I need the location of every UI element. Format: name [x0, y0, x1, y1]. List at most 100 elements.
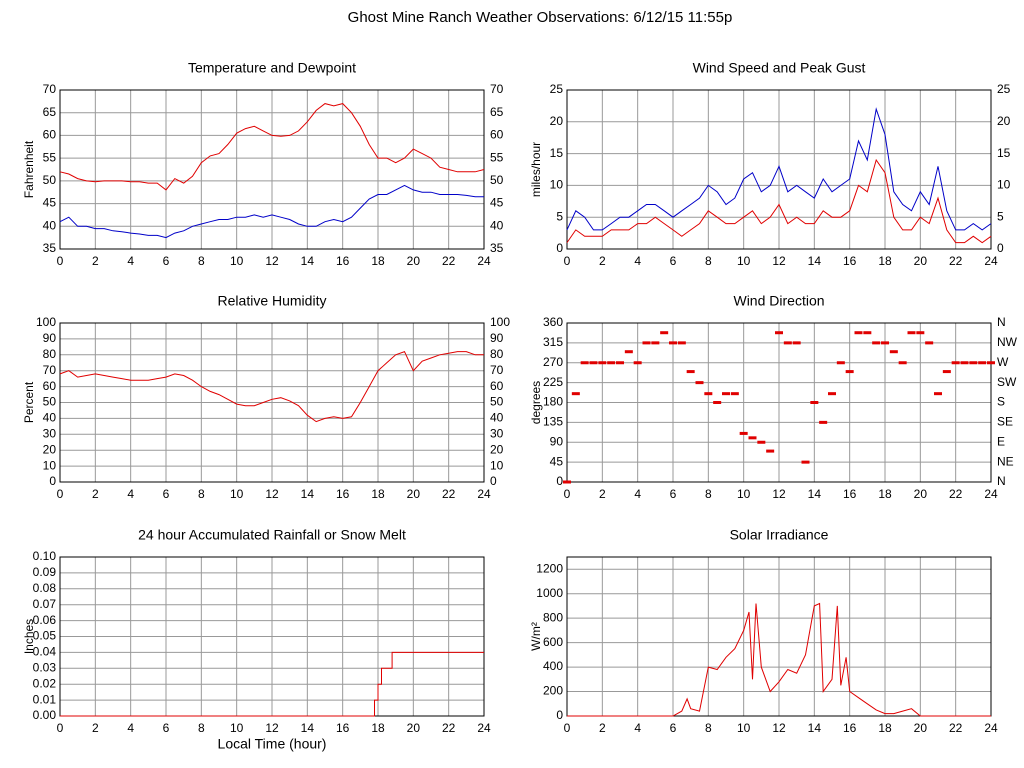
y-tick-label: 50: [43, 395, 57, 409]
x-tick-label: 16: [843, 487, 857, 501]
data-point: [872, 341, 881, 345]
data-point: [810, 401, 819, 404]
x-tick-label: 16: [843, 721, 857, 735]
data-point: [704, 392, 713, 396]
x-tick-label: 6: [670, 487, 677, 501]
x-tick-label: 12: [265, 487, 279, 501]
y-tick-label-right: 60: [490, 379, 504, 393]
data-line: [567, 602, 991, 717]
x-tick-label: 14: [808, 487, 822, 501]
y-tick-label-right: 65: [490, 105, 504, 119]
data-point: [677, 341, 686, 345]
chart-title: Relative Humidity: [218, 293, 327, 309]
y2-tick-label: W: [997, 355, 1009, 369]
data-point: [695, 381, 704, 385]
x-tick-label: 20: [914, 721, 928, 735]
x-tick-label: 8: [198, 721, 205, 735]
data-point: [651, 341, 660, 345]
x-tick-label: 2: [92, 721, 99, 735]
y2-tick-label: SW: [997, 375, 1017, 389]
y-tick-label: 50: [43, 173, 57, 187]
data-point: [686, 370, 695, 374]
y-tick-label-right: 50: [490, 173, 504, 187]
x-tick-label: 12: [265, 721, 279, 735]
y-tick-label: 0.01: [33, 692, 57, 706]
y-tick-label-right: 25: [997, 82, 1011, 96]
x-tick-label: 0: [57, 254, 64, 268]
chart-title: Temperature and Dewpoint: [188, 60, 356, 76]
y-tick-label-right: 70: [490, 82, 504, 96]
y2-tick-label: E: [997, 434, 1005, 448]
x-tick-label: 18: [371, 721, 385, 735]
y-tick-label: 0.10: [33, 549, 57, 563]
y-axis-label: W/m²: [529, 622, 543, 651]
y-tick-label: 70: [43, 82, 57, 96]
page-title: Ghost Mine Ranch Weather Observations: 6…: [348, 9, 733, 26]
y-tick-label-right: 90: [490, 331, 504, 345]
y-tick-label: 600: [543, 635, 563, 649]
data-point: [642, 341, 651, 345]
x-tick-label: 20: [407, 254, 421, 268]
x-tick-label: 8: [705, 254, 712, 268]
data-point: [633, 361, 642, 365]
y-tick-label-right: 15: [997, 146, 1011, 160]
x-tick-label: 4: [127, 487, 134, 501]
x-tick-label: 14: [301, 721, 315, 735]
data-point: [792, 341, 801, 345]
x-tick-label: 6: [163, 721, 170, 735]
plot-frame: [59, 322, 485, 483]
y-tick-label: 180: [543, 395, 563, 409]
x-tick-label: 16: [336, 254, 350, 268]
data-point: [669, 341, 677, 345]
x-tick-label: 18: [878, 721, 892, 735]
x-axis-label: Local Time (hour): [218, 736, 327, 752]
x-tick-label: 0: [57, 487, 64, 501]
y-tick-label: 70: [43, 363, 57, 377]
x-tick-label: 22: [442, 487, 456, 501]
y-tick-label-right: 40: [490, 411, 504, 425]
y-tick-label-right: 35: [490, 241, 504, 255]
y-tick-label-right: 0: [997, 241, 1004, 255]
y-tick-label: 1200: [536, 561, 563, 575]
x-tick-label: 10: [230, 487, 244, 501]
x-tick-label: 12: [265, 254, 279, 268]
x-tick-label: 8: [705, 721, 712, 735]
y-tick-label: 5: [556, 209, 563, 223]
data-line: [566, 158, 992, 244]
x-tick-label: 22: [949, 254, 963, 268]
data-point: [607, 361, 616, 365]
x-tick-label: 16: [336, 487, 350, 501]
x-tick-label: 6: [163, 254, 170, 268]
x-tick-label: 20: [914, 487, 928, 501]
x-tick-label: 18: [878, 254, 892, 268]
plot-frame: [566, 556, 992, 717]
x-tick-label: 12: [772, 254, 786, 268]
data-point: [801, 460, 810, 464]
x-tick-label: 22: [949, 487, 963, 501]
x-tick-label: 2: [599, 254, 606, 268]
plot-frame: [566, 322, 992, 483]
data-point: [722, 392, 730, 396]
x-tick-label: 6: [163, 487, 170, 501]
y-tick-label-right: 80: [490, 347, 504, 361]
y-tick-label: 20: [550, 114, 564, 128]
data-line: [59, 184, 484, 239]
y-tick-label: 90: [550, 434, 564, 448]
x-tick-label: 14: [301, 487, 315, 501]
y-tick-label: 0: [556, 241, 563, 255]
y-tick-label: 0.00: [33, 708, 57, 722]
data-point: [775, 331, 783, 335]
y-tick-label-right: 0: [490, 474, 497, 488]
data-point: [854, 331, 863, 335]
x-tick-label: 16: [336, 721, 350, 735]
chart-title: 24 hour Accumulated Rainfall or Snow Mel…: [138, 527, 406, 543]
y2-tick-label: NW: [997, 335, 1018, 349]
x-tick-label: 24: [984, 487, 998, 501]
y-tick-label-right: 55: [490, 150, 504, 164]
data-point: [748, 436, 757, 440]
data-point: [881, 341, 889, 345]
y-tick-label: 25: [550, 82, 564, 96]
data-line: [566, 107, 992, 231]
y-tick-label-right: 5: [997, 209, 1004, 223]
